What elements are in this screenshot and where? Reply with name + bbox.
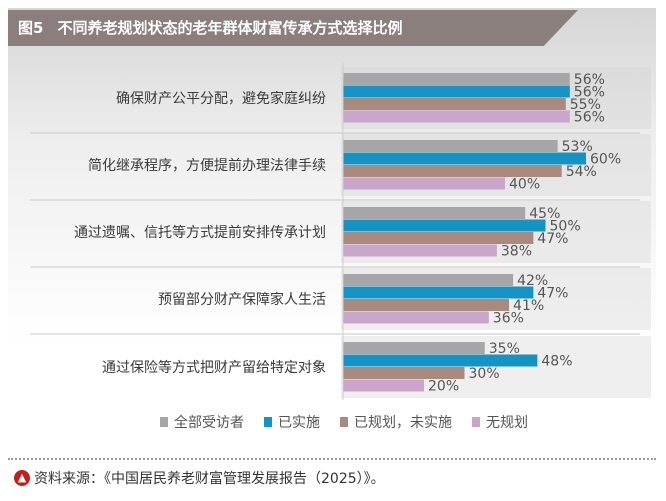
source-note: ▲ 资料来源：《中国居民养老财富管理发展报告（2025）》。 xyxy=(14,466,385,490)
data-label: 60% xyxy=(590,152,621,168)
data-label: 53% xyxy=(562,139,593,155)
bar-1 xyxy=(343,342,485,354)
bar-2 xyxy=(343,85,570,98)
legend-swatch xyxy=(160,417,168,427)
bar-chart: 确保财产公平分配，避免家庭纠纷56%56%55%56%简化继承程序，方便提前办理… xyxy=(30,62,651,400)
legend-label: 全部受访者 xyxy=(174,415,244,431)
source-text: 资料来源：《中国居民养老财富管理发展报告（2025）》。 xyxy=(34,471,385,487)
bar-2 xyxy=(343,354,538,367)
data-label: 41% xyxy=(513,298,544,314)
bar-4 xyxy=(343,110,570,123)
bar-2 xyxy=(343,219,546,232)
legend-item: 全部受访者 xyxy=(160,412,244,432)
data-label: 38% xyxy=(501,244,532,260)
bar-3 xyxy=(343,299,510,311)
data-label: 48% xyxy=(541,354,572,370)
bar-2 xyxy=(343,152,586,165)
legend-item: 无规划 xyxy=(472,412,528,432)
category-label: 通过遗嘱、信托等方式提前安排传承计划 xyxy=(74,224,326,241)
data-label: 47% xyxy=(537,286,568,302)
bar-1 xyxy=(343,274,514,286)
legend-swatch xyxy=(340,417,348,427)
legend-item: 已实施 xyxy=(264,412,320,432)
bar-3 xyxy=(343,98,566,110)
legend-label: 已规划，未实施 xyxy=(354,415,452,431)
bar-4 xyxy=(343,244,497,257)
category-label: 通过保险等方式把财产留给特定对象 xyxy=(102,359,326,376)
bar-2 xyxy=(343,286,534,299)
figure-title-text: 不同养老规划状态的老年群体财富传承方式选择比例 xyxy=(57,19,403,37)
legend-swatch xyxy=(472,417,480,427)
data-label: 20% xyxy=(428,379,459,395)
data-label: 36% xyxy=(493,311,524,327)
figure-title: 图5 不同养老规划状态的老年群体财富传承方式选择比例 xyxy=(18,17,402,38)
divider xyxy=(8,458,656,460)
data-label: 42% xyxy=(517,273,548,289)
data-label: 56% xyxy=(574,72,605,88)
bar-1 xyxy=(343,207,526,219)
bar-1 xyxy=(343,140,558,152)
legend-label: 已实施 xyxy=(278,415,320,431)
bar-4 xyxy=(343,379,424,392)
data-label: 54% xyxy=(566,164,597,180)
title-bar xyxy=(8,10,578,46)
legend: 全部受访者 已实施 已规划，未实施 无规划 xyxy=(160,412,528,432)
bar-3 xyxy=(343,232,534,244)
data-label: 56% xyxy=(574,110,605,126)
bar-3 xyxy=(343,165,562,177)
data-label: 40% xyxy=(509,177,540,193)
data-label: 55% xyxy=(570,97,601,113)
legend-item: 已规划，未实施 xyxy=(340,412,452,432)
figure-number: 图5 xyxy=(18,19,44,37)
category-label: 确保财产公平分配，避免家庭纠纷 xyxy=(116,90,326,107)
legend-label: 无规划 xyxy=(486,415,528,431)
bar-3 xyxy=(343,367,465,379)
legend-swatch xyxy=(264,417,272,427)
data-label: 50% xyxy=(550,219,581,235)
bar-4 xyxy=(343,311,489,324)
up-arrow-circle-icon: ▲ xyxy=(14,470,30,486)
bar-1 xyxy=(343,73,570,85)
bar-4 xyxy=(343,177,505,190)
data-label: 45% xyxy=(529,206,560,222)
data-label: 56% xyxy=(574,85,605,101)
data-label: 47% xyxy=(537,231,568,247)
data-label: 35% xyxy=(489,341,520,357)
data-label: 30% xyxy=(469,366,500,382)
category-label: 预留部分财产保障家人生活 xyxy=(158,291,326,308)
category-label: 简化继承程序，方便提前办理法律手续 xyxy=(88,157,326,174)
